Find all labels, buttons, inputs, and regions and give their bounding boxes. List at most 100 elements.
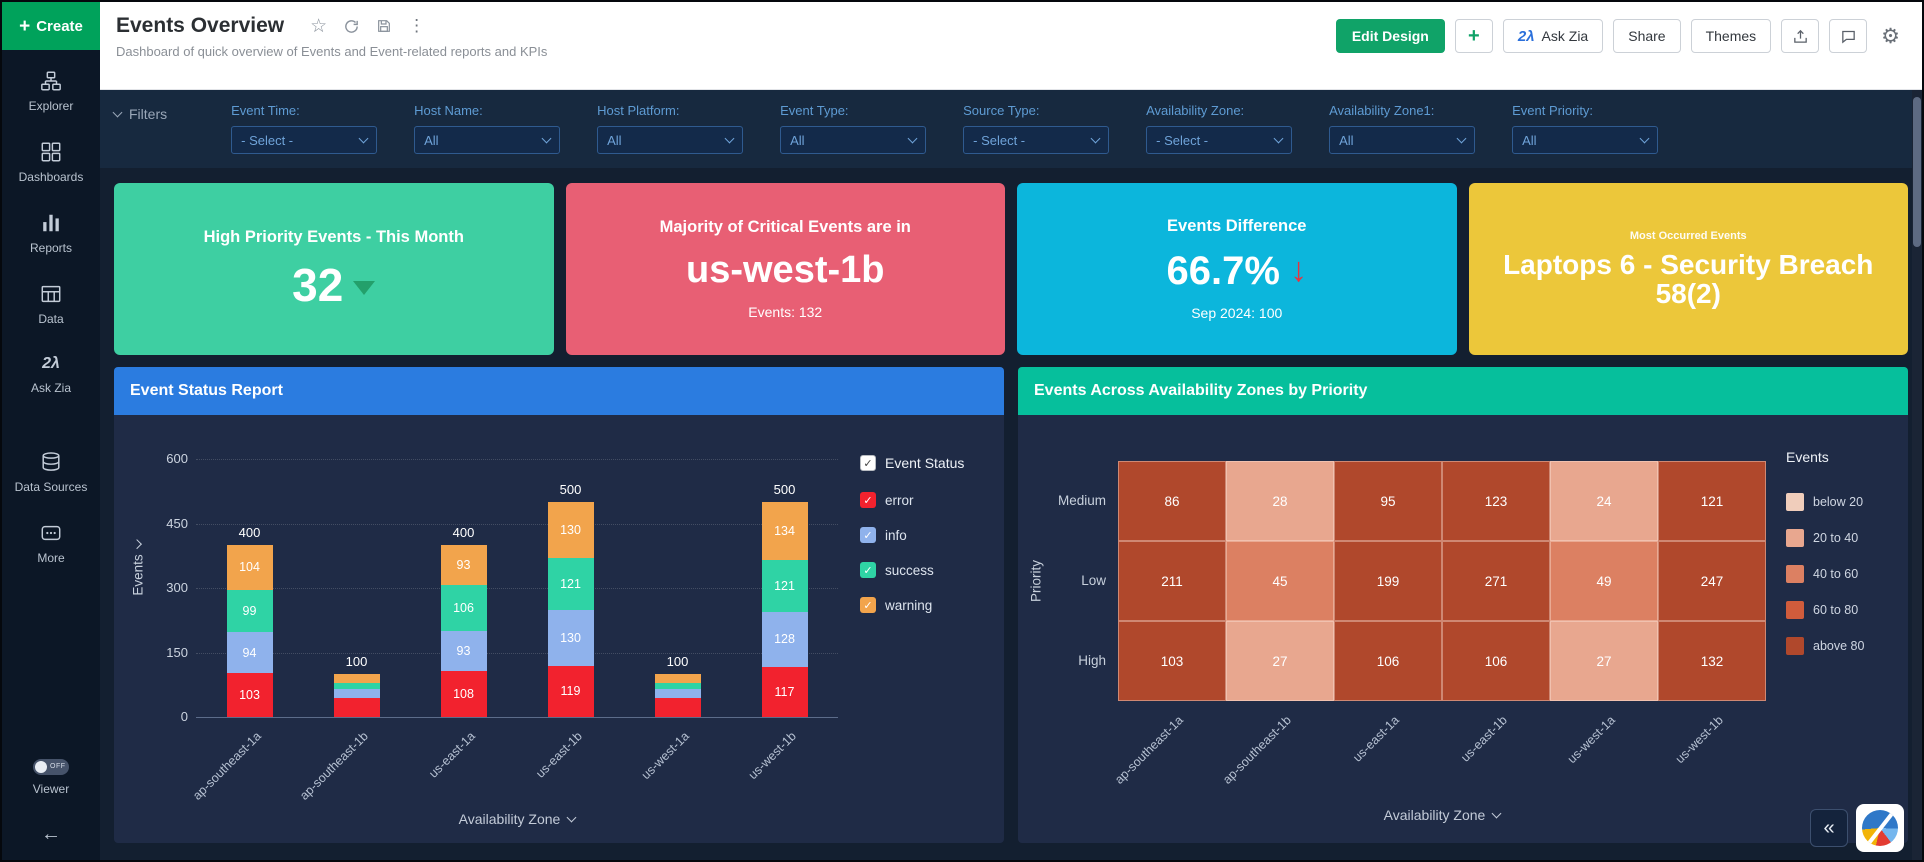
sidebar-item-data-sources[interactable]: Data Sources [2,451,100,495]
legend-item-40-to-60[interactable]: 40 to 60 [1786,565,1858,583]
bar-segment-error[interactable] [761,666,808,717]
bar-segment-warning[interactable] [226,545,273,590]
checkbox-checked-icon[interactable]: ✓ [860,527,876,543]
filter-select-event-type[interactable]: All [780,126,927,154]
checkbox-checked-icon[interactable]: ✓ [860,492,876,508]
ask-zia-button[interactable]: 2λ Ask Zia [1502,19,1604,53]
share-button[interactable]: Share [1613,19,1681,53]
scrollbar-thumb[interactable] [1913,97,1921,247]
heatmap-cell[interactable]: 45 [1226,541,1334,621]
bar-segment-info[interactable] [547,609,594,666]
kebab-menu-icon[interactable]: ⋮ [408,16,426,35]
legend-item-warning[interactable]: ✓ warning [860,597,964,613]
heatmap-cell[interactable]: 86 [1118,461,1226,541]
bar-segment-info[interactable] [654,689,701,698]
legend-item-below-20[interactable]: below 20 [1786,493,1863,511]
heatmap-cell[interactable]: 28 [1226,461,1334,541]
bar-segment-success[interactable] [761,559,808,612]
checkbox-checked-icon[interactable]: ✓ [860,562,876,578]
themes-button[interactable]: Themes [1690,19,1772,53]
kpi-card-1[interactable]: Majority of Critical Events are in us-wes… [565,183,1005,355]
vertical-scrollbar[interactable] [1912,90,1922,860]
filter-select-event-time[interactable]: - Select - [231,126,378,154]
sidebar-item-more[interactable]: More [2,522,100,566]
refresh-icon[interactable] [343,18,360,35]
bar-segment-warning[interactable] [654,674,701,683]
heatmap-cell[interactable]: 95 [1334,461,1442,541]
kpi-card-3[interactable]: Most Occurred Events Laptops 6 - Security… [1468,183,1908,355]
heatmap-cell[interactable]: 106 [1442,621,1550,701]
edit-design-button[interactable]: Edit Design [1335,19,1445,53]
filter-label: Event Type: [780,103,849,118]
filter-select-source-type[interactable]: - Select - [963,126,1110,154]
bar-segment-success[interactable] [547,557,594,610]
bar-segment-success[interactable] [333,682,380,690]
heatmap-cell[interactable]: 106 [1334,621,1442,701]
heatmap-cell[interactable]: 199 [1334,541,1442,621]
filter-select-host-name[interactable]: All [414,126,561,154]
bar-segment-error[interactable] [440,670,487,717]
heatmap-cell[interactable]: 27 [1550,621,1658,701]
bar-segment-success[interactable] [440,584,487,631]
filter-select-availability-zone1[interactable]: All [1329,126,1476,154]
sidebar-item-data[interactable]: Data [2,283,100,327]
heatmap-cell[interactable]: 121 [1658,461,1766,541]
save-icon[interactable] [376,18,392,34]
heatmap-cell[interactable]: 271 [1442,541,1550,621]
checkbox-checked-icon[interactable]: ✓ [860,455,876,471]
bar-segment-error[interactable] [547,665,594,717]
bar-segment-success[interactable] [226,589,273,633]
zoho-analytics-logo[interactable] [1856,804,1904,852]
bar-segment-error[interactable] [226,672,273,717]
filter-select-availability-zone[interactable]: - Select - [1146,126,1293,154]
heatmap-cell[interactable]: 103 [1118,621,1226,701]
legend-item-success[interactable]: ✓ success [860,562,964,578]
bar-segment-success[interactable] [654,682,701,690]
legend-item-error[interactable]: ✓ error [860,492,964,508]
heatmap-cell[interactable]: 24 [1550,461,1658,541]
settings-gear-icon[interactable]: ⚙ [1881,24,1900,48]
sidebar-collapse-icon[interactable]: ← [41,823,61,845]
viewer-toggle[interactable]: OFF [33,759,69,775]
filter-select-event-priority[interactable]: All [1512,126,1659,154]
chevrons-left-icon[interactable]: « [1810,809,1848,847]
legend-item-60-to-80[interactable]: 60 to 80 [1786,601,1858,619]
kpi-card-2[interactable]: Events Difference 66.7% ↓ Sep 2024: 100 [1017,183,1457,355]
filter-select-host-platform[interactable]: All [597,126,744,154]
comment-icon[interactable] [1829,19,1868,53]
heatmap-cell[interactable]: 49 [1550,541,1658,621]
heatmap-cell[interactable]: 27 [1226,621,1334,701]
legend-header[interactable]: ✓ Event Status [860,455,964,471]
bar-segment-info[interactable] [333,689,380,698]
sidebar-item-dashboards[interactable]: Dashboards [2,141,100,185]
kpi-card-0[interactable]: High Priority Events - This Month 32 [114,183,554,355]
x-axis-title[interactable]: Availability Zone [1118,807,1766,823]
filters-toggle[interactable]: Filters [112,106,167,122]
legend-item-info[interactable]: ✓ info [860,527,964,543]
bar-segment-error[interactable] [333,697,380,717]
heatmap-cell[interactable]: 211 [1118,541,1226,621]
bar-segment-warning[interactable] [440,545,487,585]
bar-segment-error[interactable] [654,697,701,717]
bar-segment-info[interactable] [226,632,273,673]
bar-segment-warning[interactable] [333,674,380,683]
create-button[interactable]: + Create [2,2,100,50]
bar-segment-warning[interactable] [547,502,594,558]
bar-segment-info[interactable] [761,611,808,667]
checkbox-checked-icon[interactable]: ✓ [860,597,876,613]
heatmap-cell[interactable]: 132 [1658,621,1766,701]
export-icon[interactable] [1781,19,1820,53]
add-button[interactable]: + [1454,19,1493,53]
legend-item-above-80[interactable]: above 80 [1786,637,1864,655]
star-icon[interactable]: ☆ [310,15,328,37]
sidebar-item-explorer[interactable]: Explorer [2,70,100,114]
sidebar-item-reports[interactable]: Reports [2,212,100,256]
x-axis-title[interactable]: Availability Zone [196,811,838,827]
legend-item-20-to-40[interactable]: 20 to 40 [1786,529,1858,547]
sidebar-item-ask-zia[interactable]: 2λ Ask Zia [2,354,100,396]
heatmap-cell[interactable]: 247 [1658,541,1766,621]
sidebar-item-viewer[interactable]: OFF Viewer [2,759,100,797]
bar-segment-warning[interactable] [761,502,808,560]
bar-segment-info[interactable] [440,630,487,671]
heatmap-cell[interactable]: 123 [1442,461,1550,541]
